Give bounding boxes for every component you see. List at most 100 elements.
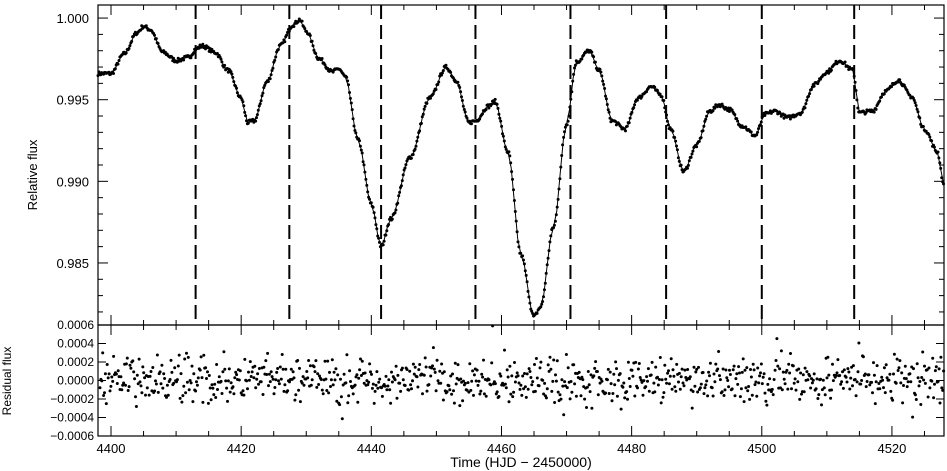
- residual-data-point: [674, 389, 678, 393]
- flux-data-point: [320, 57, 324, 60]
- residual-data-point: [103, 372, 107, 376]
- residual-data-point: [710, 386, 714, 390]
- residual-data-point: [425, 389, 429, 393]
- residual-data-point: [789, 352, 792, 355]
- residual-data-point: [332, 370, 336, 374]
- residual-data-point: [585, 406, 588, 409]
- residual-data-point: [677, 380, 680, 384]
- residual-data-point: [109, 384, 113, 388]
- flux-y-ticks: 0.985 0.990 0.995 1.000: [56, 11, 944, 313]
- residual-data-point: [353, 383, 357, 387]
- residual-data-point: [293, 398, 297, 402]
- residual-data-point: [585, 385, 589, 389]
- residual-data-point: [713, 380, 717, 384]
- y-tick-label: 1.000: [56, 11, 89, 26]
- residual-data-point: [472, 393, 475, 397]
- residual-data-point: [495, 390, 499, 394]
- residual-data-point: [411, 379, 414, 383]
- residual-data-point: [182, 384, 186, 388]
- residual-data-point: [628, 385, 632, 388]
- residual-data-point: [640, 380, 644, 384]
- residual-data-point: [703, 386, 707, 390]
- residual-data-point: [308, 364, 312, 368]
- residual-data-point: [593, 366, 597, 370]
- residual-data-point: [644, 385, 648, 389]
- residual-data-point: [848, 387, 852, 391]
- residual-data-point: [819, 377, 823, 381]
- residual-data-point: [400, 366, 404, 370]
- residual-data-point: [749, 375, 753, 379]
- residual-data-point: [913, 393, 917, 397]
- residual-data-point: [234, 370, 238, 374]
- flux-data-point: [493, 97, 497, 101]
- residual-data-point: [346, 401, 350, 405]
- residual-data-point: [718, 374, 721, 378]
- time-x-axis-label: Time (HJD − 2450000): [450, 454, 591, 470]
- residual-data-point: [207, 374, 211, 377]
- residual-data-point: [318, 374, 321, 378]
- residual-data-point: [206, 370, 209, 374]
- residual-data-point: [328, 370, 331, 374]
- residual-data-point: [682, 384, 686, 388]
- residual-data-point: [472, 373, 476, 377]
- residual-data-point: [506, 375, 510, 379]
- residual-data-point: [427, 383, 431, 387]
- residual-data-point: [820, 403, 823, 407]
- x-tick-label: 4420: [227, 441, 256, 456]
- residual-data-point: [770, 387, 774, 391]
- residual-data-point: [873, 402, 877, 406]
- residual-data-point: [785, 368, 789, 372]
- residual-data-point: [840, 380, 844, 384]
- residual-data-point: [246, 387, 249, 391]
- residual-data-point: [369, 370, 372, 374]
- residual-data-point: [456, 363, 460, 367]
- residual-data-point: [138, 380, 142, 384]
- residual-data-point: [451, 372, 454, 376]
- residual-data-point: [424, 365, 428, 369]
- residual-data-point: [649, 373, 653, 377]
- residual-data-point: [134, 395, 137, 399]
- residual-data-point: [894, 381, 898, 385]
- residual-data-point: [872, 361, 875, 365]
- residual-data-point: [678, 387, 682, 391]
- residual-data-point: [323, 359, 327, 363]
- residual-data-point: [755, 394, 759, 398]
- residual-data-point: [698, 386, 702, 390]
- residual-data-point: [158, 370, 162, 374]
- flux-data-point: [872, 110, 876, 114]
- residual-data-point: [704, 383, 708, 387]
- residual-data-point: [468, 362, 472, 366]
- residual-data-point: [298, 366, 301, 370]
- residual-data-point: [255, 377, 259, 381]
- residual-data-point: [790, 387, 793, 391]
- residual-data-point: [439, 381, 443, 385]
- residual-data-point: [151, 366, 155, 369]
- residual-data-point: [267, 372, 271, 376]
- residual-data-point: [474, 379, 478, 383]
- residual-data-point: [461, 399, 465, 403]
- residual-data-point: [622, 381, 626, 385]
- residual-data-point: [701, 371, 705, 374]
- residual-data-point: [271, 377, 275, 381]
- residual-data-point: [345, 353, 349, 357]
- residual-data-point: [135, 373, 139, 377]
- residual-data-point: [743, 368, 747, 372]
- residual-data-point: [316, 372, 320, 376]
- residual-data-point: [821, 378, 825, 382]
- residual-data-point: [716, 367, 720, 371]
- residual-data-point: [758, 374, 762, 378]
- residual-data-point: [566, 366, 570, 370]
- residual-data-point: [384, 374, 388, 378]
- residual-data-point: [714, 362, 718, 366]
- residual-data-point: [235, 373, 239, 377]
- residual-data-point: [857, 341, 861, 345]
- residual-data-point: [253, 364, 257, 368]
- residual-data-point: [568, 397, 572, 401]
- residual-data-point: [393, 378, 397, 382]
- residual-data-point: [756, 366, 760, 370]
- residual-data-point: [126, 389, 130, 392]
- event-lines: [194, 5, 856, 325]
- residual-data-point: [429, 374, 433, 378]
- residual-data-point: [780, 388, 784, 392]
